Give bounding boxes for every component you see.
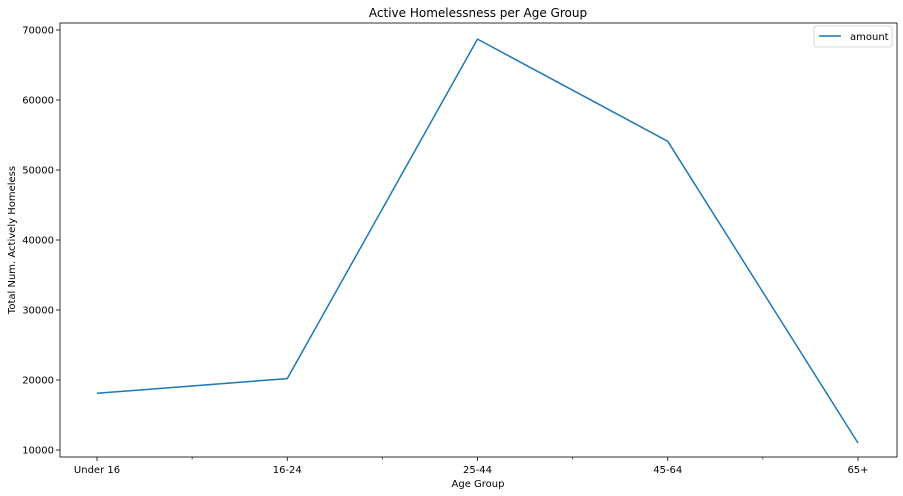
y-tick-label: 40000 bbox=[22, 236, 54, 247]
y-tick-label: 50000 bbox=[22, 166, 54, 177]
series-layer bbox=[96, 38, 859, 444]
y-tick-label: 70000 bbox=[22, 26, 54, 37]
x-tick-label: Under 16 bbox=[74, 465, 120, 476]
legend-box bbox=[813, 25, 893, 48]
legend-label-amount: amount bbox=[850, 32, 889, 43]
series-line-amount bbox=[96, 38, 859, 444]
y-tick-label: 30000 bbox=[22, 306, 54, 317]
y-tick-label: 10000 bbox=[22, 446, 54, 457]
x-tick-label: 25-44 bbox=[463, 465, 492, 476]
chart-title: Active Homelessness per Age Group bbox=[369, 6, 587, 20]
x-tick-label: 45-64 bbox=[653, 465, 682, 476]
x-tick-label: 65+ bbox=[847, 465, 868, 476]
legend: amount bbox=[813, 25, 893, 48]
y-axis: 10000 20000 30000 40000 50000 60000 70000 bbox=[22, 26, 60, 457]
plot-area bbox=[59, 22, 898, 458]
y-tick-label: 60000 bbox=[22, 96, 54, 107]
x-axis-label: Age Group bbox=[452, 479, 505, 490]
x-tick-label: 16-24 bbox=[273, 465, 302, 476]
y-axis-label: Total Num. Actively Homeless bbox=[7, 166, 18, 315]
x-axis: Under 16 16-24 25-44 45-64 65+ bbox=[74, 457, 869, 476]
y-tick-label: 20000 bbox=[22, 376, 54, 387]
